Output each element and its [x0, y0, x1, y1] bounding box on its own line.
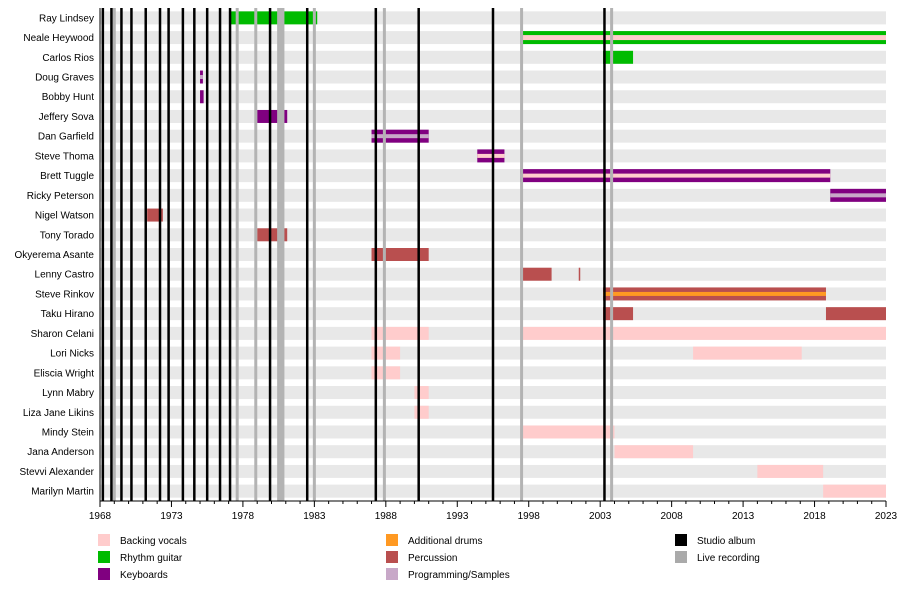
member-bar: [578, 267, 581, 281]
legend-label: Percussion: [408, 553, 457, 564]
member-name: Neale Heywood: [23, 33, 94, 44]
legend-swatch: [98, 568, 110, 580]
member-name: Tony Torado: [40, 230, 95, 241]
member-bar: [693, 346, 802, 360]
member-name: Brett Tuggle: [40, 171, 94, 182]
member-bar: [414, 386, 429, 400]
x-tick-label: 1993: [446, 511, 469, 522]
x-tick-label: 2018: [803, 511, 826, 522]
member-bar: [414, 405, 429, 419]
member-name: Lori Nicks: [50, 349, 94, 360]
legend-label: Studio album: [697, 536, 755, 547]
member-bar: [757, 464, 824, 478]
x-tick-label: 1978: [232, 511, 255, 522]
member-name: Nigel Watson: [35, 211, 94, 222]
member-name: Doug Graves: [35, 73, 94, 84]
legend-label: Live recording: [697, 553, 760, 564]
member-bar-secondary-role: [603, 291, 826, 296]
member-name: Sharon Celani: [31, 329, 94, 340]
legend-label: Rhythm guitar: [120, 553, 183, 564]
x-tick-label: 2003: [589, 511, 612, 522]
member-name: Steve Rinkov: [35, 289, 94, 300]
legend-label: Keyboards: [120, 570, 168, 581]
member-bar: [825, 307, 886, 321]
member-bar: [520, 267, 552, 281]
x-tick-label: 1988: [375, 511, 398, 522]
member-name: Jana Anderson: [27, 447, 94, 458]
member-bar: [614, 445, 694, 459]
x-axis: 1968 1973 1978 1983 1988 1993 1998 2003 2008 2013…: [89, 8, 898, 522]
member-bar-secondary-role: [830, 193, 886, 198]
member-bar-secondary-role: [477, 153, 505, 158]
member-bar: [230, 11, 318, 25]
legend-swatch: [675, 551, 687, 563]
x-tick-label: 1998: [518, 511, 541, 522]
member-name: Eliscia Wright: [34, 368, 95, 379]
member-name: Taku Hirano: [41, 309, 95, 320]
member-bar: [603, 307, 634, 321]
member-name: Dan Garfield: [38, 132, 94, 143]
member-name: Bobby Hunt: [42, 92, 94, 103]
member-name: Ricky Peterson: [27, 191, 94, 202]
member-name: Lynn Mabry: [42, 388, 94, 399]
legend: Backing vocals Rhythm guitar Keyboards Addi…: [98, 534, 760, 581]
legend-swatch: [98, 551, 110, 563]
legend-swatch: [386, 534, 398, 546]
member-name: Liza Jane Likins: [23, 408, 94, 419]
x-tick-label: 1983: [303, 511, 326, 522]
legend-label: Backing vocals: [120, 536, 187, 547]
member-bar: [520, 326, 886, 340]
member-bar: [520, 425, 615, 439]
member-name: Marilyn Martin: [31, 487, 94, 498]
legend-swatch: [98, 534, 110, 546]
member-name: Stevvi Alexander: [20, 467, 95, 478]
member-bar: [371, 326, 429, 340]
member-bar-secondary-role: [520, 173, 831, 178]
member-name: Steve Thoma: [35, 151, 95, 162]
member-bar: [603, 50, 634, 64]
x-tick-label: 2013: [732, 511, 755, 522]
legend-label: Additional drums: [408, 536, 482, 547]
member-bar-secondary-role: [200, 75, 203, 80]
legend-swatch: [675, 534, 687, 546]
legend-swatch: [386, 551, 398, 563]
x-tick-label: 2023: [875, 511, 898, 522]
member-bar: [371, 248, 429, 261]
x-tick-label: 1968: [89, 511, 112, 522]
member-name: Mindy Stein: [42, 427, 94, 438]
member-name: Carlos Rios: [42, 53, 94, 64]
member-bar: [823, 484, 886, 498]
member-bar: [200, 90, 204, 104]
member-names: Ray Lindsey Neale Heywood Carlos Rios Doug …: [15, 13, 95, 497]
member-name: Ray Lindsey: [39, 13, 94, 24]
legend-label: Programming/Samples: [408, 570, 510, 581]
member-name: Okyerema Asante: [15, 250, 95, 261]
member-bar-secondary-role: [520, 35, 886, 41]
member-name: Lenny Castro: [35, 270, 95, 281]
member-name: Jeffery Sova: [39, 112, 95, 123]
legend-swatch: [386, 568, 398, 580]
x-tick-label: 1973: [160, 511, 183, 522]
member-bar-secondary-role: [371, 134, 429, 139]
x-tick-label: 2008: [661, 511, 684, 522]
release-lines: [101, 8, 614, 501]
